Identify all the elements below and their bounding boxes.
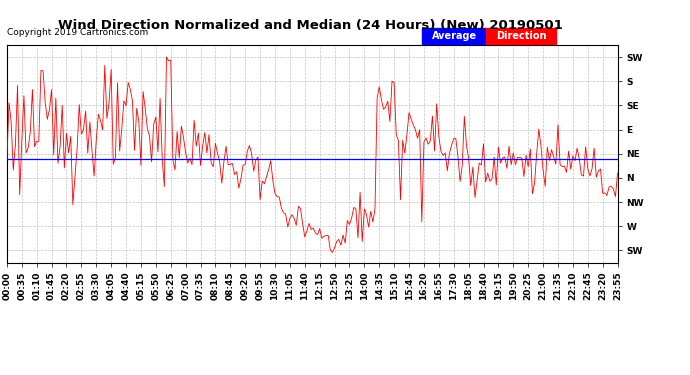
Text: Copyright 2019 Cartronics.com: Copyright 2019 Cartronics.com (7, 28, 148, 37)
FancyBboxPatch shape (422, 28, 486, 44)
Text: Wind Direction Normalized and Median (24 Hours) (New) 20190501: Wind Direction Normalized and Median (24… (58, 19, 563, 32)
Text: Average: Average (432, 31, 477, 41)
Text: Direction: Direction (496, 31, 546, 41)
FancyBboxPatch shape (486, 28, 557, 44)
